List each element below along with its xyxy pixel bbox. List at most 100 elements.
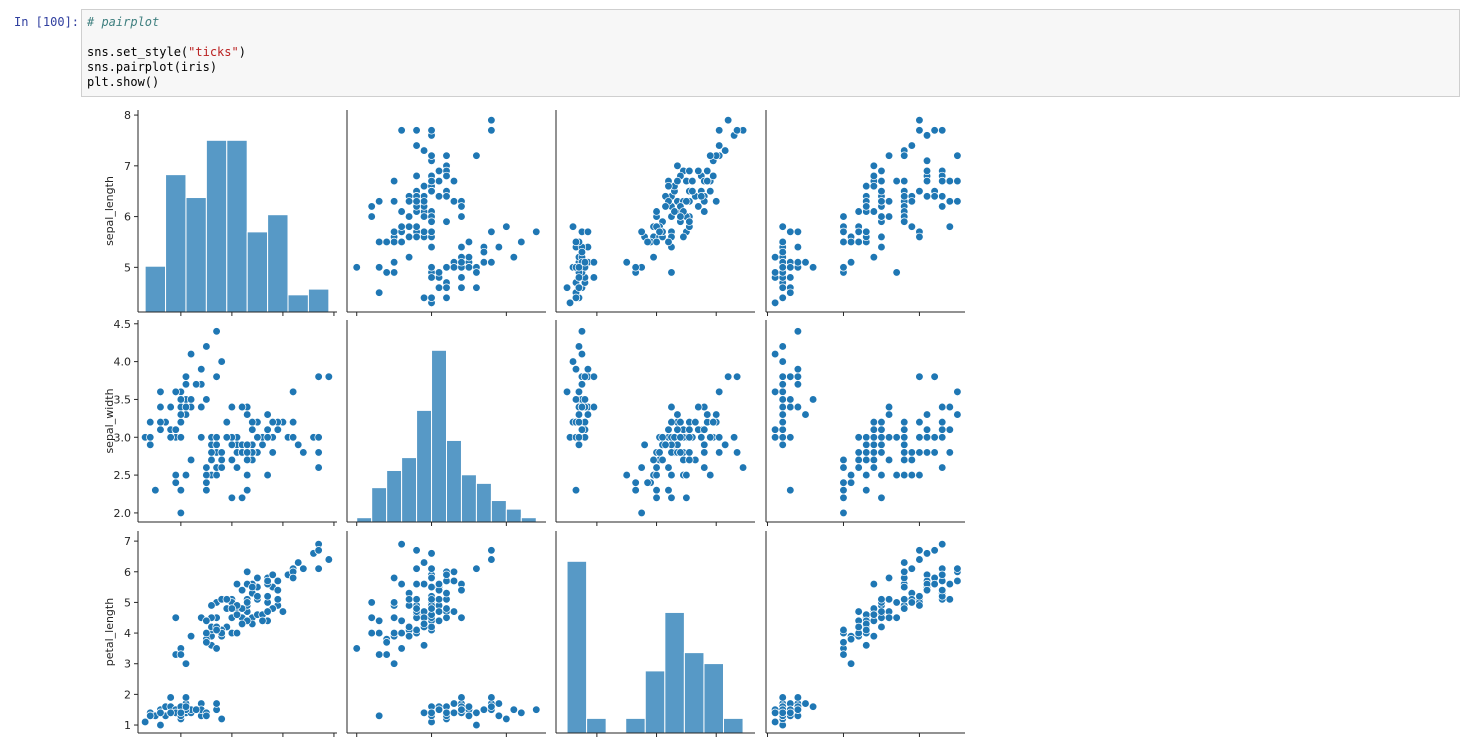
scatter-point bbox=[212, 625, 221, 635]
scatter-point bbox=[652, 207, 661, 216]
scatter-point bbox=[770, 349, 780, 359]
scatter-point bbox=[930, 192, 939, 201]
scatter-point bbox=[404, 212, 414, 221]
scatter-point bbox=[732, 126, 742, 135]
scatter-point bbox=[532, 705, 541, 714]
scatter-point bbox=[176, 650, 186, 659]
scatter-point bbox=[770, 253, 780, 262]
scatter-point bbox=[237, 402, 247, 412]
scatter-point bbox=[577, 349, 587, 359]
scatter-point bbox=[915, 601, 924, 610]
scatter-point bbox=[706, 187, 715, 196]
scatter-point bbox=[571, 486, 581, 495]
panel: 2.0 2.5 3.0 3.5 4.0 4.5 sepal_width bbox=[103, 318, 337, 526]
scatter-point bbox=[915, 592, 924, 601]
scatter-point bbox=[248, 582, 257, 592]
scatter-point bbox=[472, 268, 481, 277]
scatter-point bbox=[622, 470, 631, 480]
scatter-point bbox=[643, 237, 652, 247]
scatter-point bbox=[412, 171, 421, 181]
scatter-point bbox=[412, 595, 421, 604]
scatter-point bbox=[412, 126, 421, 135]
scatter-point bbox=[778, 342, 787, 351]
code-token: ) bbox=[239, 45, 246, 59]
scatter-point bbox=[263, 410, 272, 419]
scatter-point bbox=[389, 237, 399, 247]
scatter-point bbox=[427, 582, 436, 592]
scatter-point bbox=[243, 598, 252, 607]
scatter-point bbox=[900, 604, 909, 613]
hist-bar bbox=[416, 409, 433, 523]
scatter-point bbox=[258, 616, 267, 625]
scatter-point bbox=[412, 604, 421, 613]
scatter-point bbox=[253, 573, 262, 583]
hist-bar bbox=[505, 508, 522, 523]
scatter-point bbox=[682, 493, 691, 502]
scatter-point bbox=[574, 417, 584, 427]
scatter-point bbox=[688, 187, 697, 196]
scatter-point bbox=[434, 607, 444, 616]
scatter-point bbox=[715, 448, 724, 457]
scatter-point bbox=[673, 425, 682, 434]
scatter-point bbox=[786, 227, 795, 236]
panel bbox=[555, 531, 755, 737]
scatter-point bbox=[938, 463, 947, 472]
scatter-point bbox=[664, 463, 673, 472]
scatter-point bbox=[862, 486, 871, 495]
scatter-point bbox=[202, 628, 211, 638]
scatter-point bbox=[938, 417, 947, 427]
scatter-point bbox=[808, 702, 818, 711]
scatter-point bbox=[299, 564, 308, 573]
scatter-point bbox=[487, 546, 496, 555]
scatter-point bbox=[212, 327, 221, 336]
scatter-point bbox=[457, 258, 466, 267]
scatter-point bbox=[156, 402, 165, 412]
scatter-point bbox=[938, 192, 947, 201]
scatter-point bbox=[715, 141, 724, 150]
scatter-point bbox=[793, 258, 803, 267]
scatter-point bbox=[574, 263, 584, 272]
hist-bar bbox=[586, 717, 607, 734]
scatter-point bbox=[877, 448, 886, 457]
scatter-point bbox=[243, 470, 252, 480]
scatter-point bbox=[442, 217, 451, 226]
scatter-point bbox=[509, 705, 518, 714]
y-tick-label: 5 bbox=[124, 596, 131, 609]
scatter-point bbox=[637, 227, 646, 236]
scatter-point bbox=[685, 217, 694, 226]
input-area[interactable] bbox=[81, 9, 1460, 97]
scatter-point bbox=[227, 493, 237, 502]
scatter-point bbox=[202, 616, 211, 625]
scatter-point bbox=[227, 440, 237, 449]
scatter-point bbox=[568, 222, 578, 231]
scatter-point bbox=[186, 395, 196, 404]
scatter-point bbox=[778, 247, 787, 257]
y-tick-label: 3.0 bbox=[114, 431, 132, 444]
scatter-point bbox=[243, 455, 252, 465]
scatter-point bbox=[464, 237, 474, 247]
scatter-point bbox=[673, 161, 682, 170]
scatter-point bbox=[375, 628, 384, 638]
scatter-point bbox=[397, 628, 406, 638]
scatter-point bbox=[938, 425, 947, 434]
scatter-point bbox=[862, 227, 871, 236]
y-tick-label: 8 bbox=[124, 109, 131, 122]
scatter-point bbox=[217, 448, 226, 457]
scatter-point bbox=[263, 470, 272, 480]
scatter-point bbox=[649, 253, 658, 262]
scatter-point bbox=[577, 402, 587, 412]
scatter-point bbox=[197, 402, 206, 412]
code-line: sns.pairplot(iris) bbox=[87, 60, 217, 74]
scatter-point bbox=[222, 417, 231, 427]
scatter-point bbox=[786, 273, 795, 282]
scatter-point bbox=[352, 263, 361, 272]
scatter-point bbox=[706, 433, 715, 442]
scatter-point bbox=[181, 702, 191, 711]
scatter-point bbox=[869, 433, 879, 442]
scatter-point bbox=[877, 166, 886, 176]
scatter-point bbox=[404, 595, 414, 604]
scatter-point bbox=[877, 232, 886, 242]
scatter-point bbox=[574, 433, 584, 442]
scatter-point bbox=[412, 232, 421, 242]
